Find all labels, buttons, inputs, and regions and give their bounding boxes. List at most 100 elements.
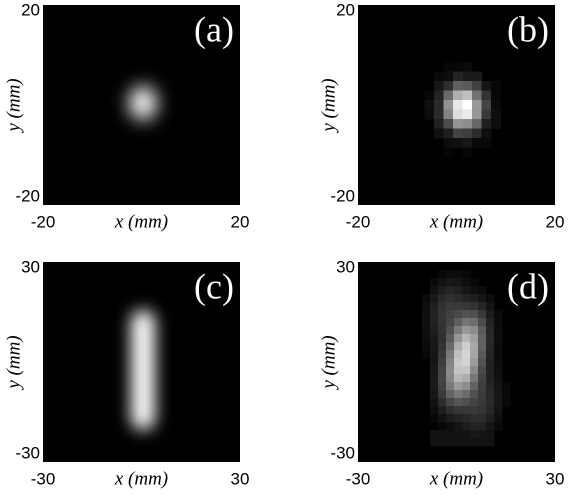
pixel	[434, 81, 444, 91]
pixel	[446, 398, 455, 407]
pixel	[438, 406, 447, 415]
pixel	[430, 278, 439, 287]
pixel	[434, 71, 444, 82]
pixel	[422, 326, 431, 335]
pixel	[462, 390, 471, 399]
pixel	[470, 302, 479, 311]
pixel	[446, 374, 455, 383]
pixel	[494, 366, 503, 375]
pixel	[462, 382, 471, 391]
pixel	[462, 430, 471, 439]
pixel	[502, 382, 511, 391]
pixel	[434, 100, 444, 110]
pixel	[481, 100, 492, 110]
pixel	[472, 71, 482, 82]
pixel	[443, 147, 454, 158]
y-tick-label: 20	[21, 0, 40, 19]
y-axis-label: y (mm)	[318, 335, 339, 390]
image	[131, 310, 155, 430]
image-content	[422, 270, 511, 447]
y-tick-label: 20	[336, 0, 355, 19]
pixel	[462, 109, 473, 120]
pixel	[454, 422, 463, 431]
panel-label: (b)	[507, 9, 549, 49]
pixel	[446, 358, 455, 367]
y-tick-label: 30	[336, 257, 355, 276]
pixel	[494, 414, 503, 423]
pixel	[454, 366, 463, 375]
panel-label: (a)	[194, 9, 234, 49]
pixel	[430, 334, 439, 343]
pixel	[454, 358, 463, 367]
pixel	[494, 326, 503, 335]
pixel	[453, 138, 463, 148]
pixel	[446, 350, 455, 359]
pixel	[481, 109, 492, 120]
pixel	[446, 310, 455, 319]
y-axis-label: y (mm)	[3, 335, 24, 390]
pixel	[478, 358, 487, 367]
pixel	[430, 430, 439, 439]
pixel	[502, 390, 511, 399]
pixel	[454, 430, 463, 439]
pixel	[486, 382, 495, 391]
pixel	[481, 119, 492, 129]
pixel	[438, 398, 447, 407]
pixel	[462, 342, 471, 351]
pixel	[470, 278, 479, 287]
pixel	[462, 422, 471, 431]
x-axis-label: x (mm)	[114, 468, 168, 489]
pixel	[438, 422, 447, 431]
pixel	[470, 366, 479, 375]
pixel	[494, 350, 503, 359]
pixel	[438, 286, 447, 295]
pixel	[470, 318, 479, 327]
pixel	[462, 71, 473, 82]
pixel	[462, 119, 473, 129]
pixel	[438, 294, 447, 303]
x-tick-label: -20	[31, 212, 56, 231]
y-axis-label: y (mm)	[318, 78, 339, 133]
pixel	[478, 438, 487, 447]
image	[129, 86, 157, 120]
pixel	[446, 318, 455, 327]
pixel	[478, 398, 487, 407]
pixel	[494, 390, 503, 399]
pixel	[462, 138, 473, 148]
pixel	[430, 398, 439, 407]
pixel	[472, 119, 482, 129]
pixel	[446, 382, 455, 391]
y-axis-label: y (mm)	[3, 78, 24, 133]
pixel	[454, 310, 463, 319]
pixel	[470, 430, 479, 439]
pixel	[478, 366, 487, 375]
x-tick-label: 30	[231, 469, 250, 488]
y-tick-label: -30	[330, 443, 355, 462]
pixel	[462, 278, 471, 287]
pixel	[438, 366, 447, 375]
pixel	[478, 318, 487, 327]
pixel	[462, 326, 471, 335]
pixel	[481, 90, 492, 101]
pixel	[478, 382, 487, 391]
pixel	[462, 100, 473, 110]
pixel	[422, 334, 431, 343]
pixel	[486, 398, 495, 407]
pixel	[502, 398, 511, 407]
pixel	[462, 147, 473, 158]
pixel	[494, 310, 503, 319]
pixel	[462, 414, 471, 423]
pixel	[478, 302, 487, 311]
pixel	[472, 109, 482, 120]
pixel	[478, 390, 487, 399]
pixel	[462, 366, 471, 375]
pixel	[462, 318, 471, 327]
pixel	[494, 422, 503, 431]
pixel	[438, 430, 447, 439]
pixel	[422, 310, 431, 319]
pixel	[462, 294, 471, 303]
pixel	[478, 342, 487, 351]
pixel	[422, 294, 431, 303]
pixel	[494, 342, 503, 351]
